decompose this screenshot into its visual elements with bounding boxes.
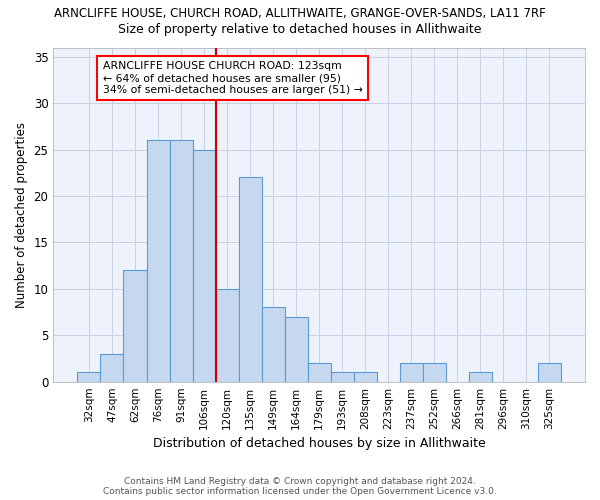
Bar (262, 308, 284, 382)
Bar (239, 178, 262, 382)
Bar (100, 354, 124, 382)
Bar (353, 372, 377, 382)
Bar (124, 270, 146, 382)
Bar (400, 363, 423, 382)
Bar (193, 150, 215, 382)
Bar (146, 140, 170, 382)
Bar (538, 363, 561, 382)
Bar (331, 372, 353, 382)
Bar (423, 363, 446, 382)
Text: ARNCLIFFE HOUSE CHURCH ROAD: 123sqm
← 64% of detached houses are smaller (95)
34: ARNCLIFFE HOUSE CHURCH ROAD: 123sqm ← 64… (103, 62, 362, 94)
Text: Size of property relative to detached houses in Allithwaite: Size of property relative to detached ho… (118, 22, 482, 36)
Bar (170, 140, 193, 382)
Bar (215, 289, 239, 382)
Text: Contains public sector information licensed under the Open Government Licence v3: Contains public sector information licen… (103, 487, 497, 496)
Text: ARNCLIFFE HOUSE, CHURCH ROAD, ALLITHWAITE, GRANGE-OVER-SANDS, LA11 7RF: ARNCLIFFE HOUSE, CHURCH ROAD, ALLITHWAIT… (54, 8, 546, 20)
Bar (284, 316, 308, 382)
Bar (308, 363, 331, 382)
Bar (77, 372, 100, 382)
Text: Contains HM Land Registry data © Crown copyright and database right 2024.: Contains HM Land Registry data © Crown c… (124, 477, 476, 486)
Y-axis label: Number of detached properties: Number of detached properties (15, 122, 28, 308)
X-axis label: Distribution of detached houses by size in Allithwaite: Distribution of detached houses by size … (153, 437, 485, 450)
Bar (469, 372, 492, 382)
